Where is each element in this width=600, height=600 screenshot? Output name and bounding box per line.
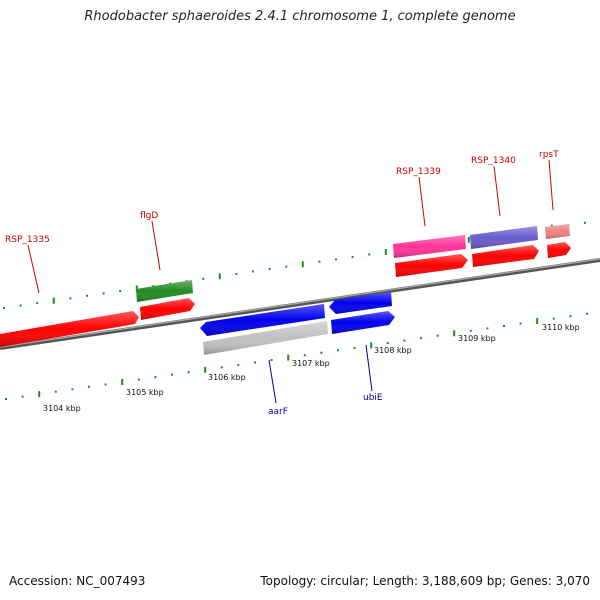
major-tick	[301, 261, 304, 268]
minor-tick	[403, 339, 406, 342]
gene-label: RSP_1340	[471, 156, 516, 166]
major-tick	[467, 236, 470, 243]
minor-tick	[386, 342, 389, 344]
scale-dotted-track	[5, 312, 588, 400]
scale-label: 3110 kbp	[542, 323, 580, 332]
major-tick	[52, 297, 55, 304]
minor-tick	[104, 383, 107, 386]
scale-label: 3109 kbp	[458, 334, 496, 343]
minor-tick	[335, 258, 337, 261]
major-tick	[135, 285, 138, 292]
gene-label: RSP_1339	[396, 167, 441, 177]
minor-tick	[21, 395, 24, 398]
minor-tick	[436, 334, 439, 337]
minor-tick	[584, 221, 586, 224]
minor-tick	[469, 329, 472, 332]
scale-label: 3105 kbp	[126, 388, 164, 397]
gene-label: ubiE	[363, 393, 383, 403]
minor-tick	[71, 388, 74, 391]
gene-features	[0, 224, 571, 355]
accession-text: Accession: NC_007493	[9, 574, 146, 588]
minor-tick	[353, 346, 356, 349]
minor-tick	[88, 385, 90, 388]
genome-backbone	[0, 258, 600, 350]
minor-tick	[318, 260, 321, 263]
minor-tick	[54, 390, 57, 393]
minor-tick	[171, 373, 173, 376]
minor-tick	[102, 292, 105, 295]
gene-label: rpsT	[539, 150, 559, 160]
minor-tick	[420, 337, 422, 340]
minor-tick	[19, 304, 22, 307]
minor-tick	[154, 376, 157, 379]
minor-tick	[202, 277, 205, 280]
scale-labels: 3104 kbp 3105 kbp 3106 kbp 3107 kbp 3108…	[43, 323, 580, 413]
scale-label: 3107 kbp	[292, 359, 330, 368]
minor-tick	[519, 322, 522, 325]
minor-tick	[268, 268, 271, 270]
major-tick	[453, 330, 456, 337]
scale-label: 3104 kbp	[43, 404, 81, 413]
minor-tick	[86, 294, 88, 297]
minor-tick	[119, 290, 122, 292]
minor-tick	[5, 398, 7, 400]
minor-tick	[285, 265, 288, 268]
minor-tick	[137, 378, 140, 381]
gene-labels: RSP_1335 flgD RSP_1339 RSP_1340 rpsT aar…	[5, 150, 559, 417]
minor-tick	[351, 255, 354, 258]
minor-tick	[152, 285, 155, 288]
major-tick	[218, 273, 221, 280]
major-tick	[370, 342, 373, 349]
gene-label: aarF	[268, 407, 288, 417]
minor-tick	[552, 317, 555, 320]
label-leaders	[27, 159, 554, 404]
map-title: Rhodobacter sphaeroides 2.4.1 chromosome…	[84, 9, 516, 24]
minor-tick	[69, 297, 72, 300]
minor-tick	[252, 270, 254, 273]
minor-tick	[187, 371, 190, 374]
minor-tick	[303, 354, 306, 357]
genome-summary-text: Topology: circular; Length: 3,188,609 bp…	[260, 574, 590, 588]
minor-tick	[270, 359, 273, 361]
scale-label: 3108 kbp	[374, 346, 412, 355]
gene-label: RSP_1335	[5, 235, 50, 245]
major-tick	[204, 366, 207, 373]
minor-tick	[220, 366, 223, 369]
minor-tick	[235, 272, 238, 275]
minor-tick	[237, 363, 240, 366]
minor-tick	[586, 312, 588, 315]
major-tick	[384, 249, 387, 255]
minor-tick	[36, 302, 39, 305]
minor-tick	[569, 315, 572, 318]
minor-tick	[337, 349, 339, 352]
major-tick	[287, 354, 290, 361]
gene-label: flgD	[140, 211, 158, 221]
major-tick	[536, 318, 539, 325]
minor-tick	[3, 307, 5, 309]
minor-tick	[503, 325, 505, 327]
scale-label: 3106 kbp	[208, 373, 246, 382]
major-tick	[38, 391, 41, 398]
major-tick	[121, 379, 124, 385]
minor-tick	[368, 253, 371, 256]
minor-tick	[320, 351, 323, 354]
minor-tick	[254, 361, 256, 364]
minor-tick	[486, 327, 489, 330]
